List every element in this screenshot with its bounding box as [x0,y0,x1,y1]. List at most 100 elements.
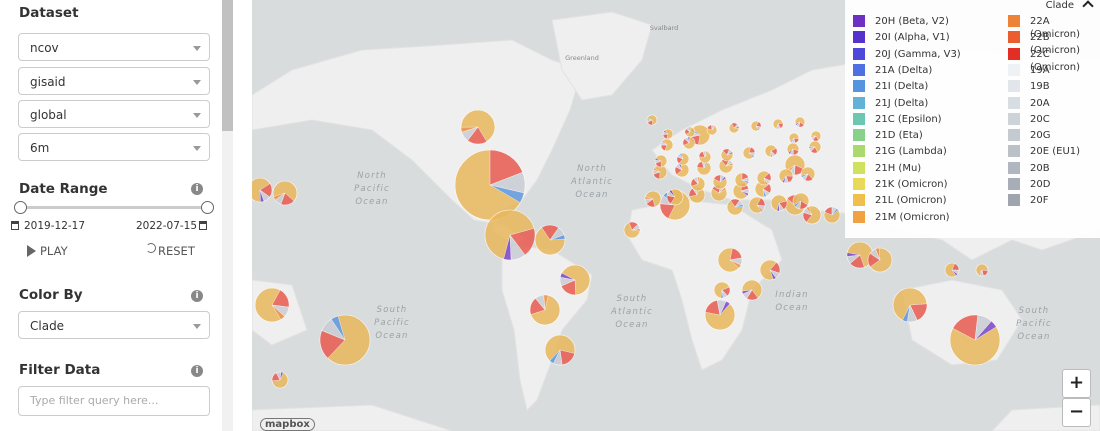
pie-marker[interactable] [484,209,536,261]
pie-marker[interactable] [770,194,788,212]
pie-marker[interactable] [741,279,763,301]
dataset-select[interactable]: gisaid [18,67,210,95]
pie-marker[interactable] [698,150,712,164]
pie-marker[interactable] [800,166,816,182]
legend-item[interactable]: 20F [1008,194,1048,207]
info-icon[interactable]: i [191,183,203,195]
pie-marker[interactable] [944,262,960,278]
pie-marker[interactable] [706,124,718,136]
legend-item[interactable]: 21M (Omicron) [853,210,950,224]
pie-marker[interactable] [529,294,561,326]
dataset-select[interactable]: global [18,100,210,128]
legend-item[interactable]: 21I (Delta) [853,80,928,93]
legend-item[interactable]: 20G [1008,129,1050,142]
pie-marker[interactable] [759,259,781,281]
pie-marker[interactable] [778,168,794,184]
pie-marker[interactable] [544,334,576,366]
legend-collapse-icon[interactable] [1082,0,1094,12]
slider-handle[interactable] [14,201,27,214]
pie-marker[interactable] [720,148,734,162]
info-icon[interactable]: i [191,365,203,377]
pie-marker[interactable] [644,190,662,208]
legend-item[interactable]: 21A (Delta) [853,63,932,77]
legend-item[interactable]: 21K (Omicron) [853,178,948,191]
pie-marker[interactable] [975,263,989,277]
pie-marker[interactable] [460,109,496,145]
pie-marker[interactable] [254,287,290,323]
legend-item[interactable]: 21L (Omicron) [853,194,947,207]
legend-item[interactable]: 20B [1008,161,1050,175]
pie-marker[interactable] [319,314,371,366]
pie-marker[interactable] [748,196,766,214]
pie-marker[interactable] [786,142,800,156]
pie-marker[interactable] [717,247,743,273]
pie-marker[interactable] [792,192,810,210]
pie-marker[interactable] [734,172,750,188]
pie-marker[interactable] [810,130,822,142]
pie-marker[interactable] [892,287,928,323]
pie-marker[interactable] [742,146,756,160]
legend-item[interactable]: 20A [1008,96,1050,110]
pie-marker[interactable] [867,247,893,273]
pie-marker[interactable] [713,281,731,299]
legend-item[interactable]: 21H (Mu) [853,161,921,175]
pie-marker[interactable] [559,264,591,296]
pie-marker[interactable] [750,120,762,132]
pie-marker[interactable] [788,132,800,144]
color-by-select[interactable]: Clade [18,311,210,339]
pie-marker[interactable] [271,371,289,389]
legend-item[interactable]: 20D [1008,178,1050,191]
dataset-select[interactable]: ncov [18,33,210,61]
slider-handle[interactable] [201,201,214,214]
pie-marker[interactable] [823,206,841,224]
pie-marker[interactable] [623,221,641,239]
pie-marker[interactable] [772,118,784,130]
legend-item[interactable]: 19B [1008,80,1050,93]
legend-item[interactable]: 20H (Beta, V2) [853,15,949,28]
scrollbar-thumb[interactable] [222,0,233,131]
pie-marker[interactable] [252,177,273,203]
legend-item[interactable]: 20I (Alpha, V1) [853,31,950,44]
pie-marker[interactable] [726,198,744,216]
legend-item[interactable]: 22A (Omicron) [1008,15,1100,41]
pie-marker[interactable] [666,188,684,206]
legend-item[interactable]: 19A [1008,63,1050,77]
pie-marker[interactable] [764,144,778,158]
pie-marker[interactable] [676,152,690,166]
pie-marker[interactable] [802,205,822,225]
zoom-out[interactable]: − [1062,398,1091,427]
legend-item[interactable]: 22B (Omicron) [1008,31,1100,57]
pie-marker[interactable] [794,116,806,128]
map-attribution[interactable]: mapbox [260,418,315,431]
pie-marker[interactable] [534,224,566,256]
dataset-select[interactable]: 6m [18,133,210,161]
legend-item[interactable]: 21D (Eta) [853,129,923,142]
zoom-in[interactable]: + [1062,369,1091,398]
pie-marker[interactable] [949,314,1001,366]
pie-marker[interactable] [728,122,740,134]
pie-marker[interactable] [712,174,728,190]
pie-marker[interactable] [682,136,696,150]
play-button[interactable]: PLAY [40,244,68,258]
pie-marker[interactable] [808,140,822,154]
pie-marker[interactable] [662,128,674,140]
reset-button[interactable]: RESET [158,244,195,258]
legend-item[interactable]: 20E (EU1) [1008,145,1080,158]
pie-marker[interactable] [454,149,526,221]
legend-item[interactable]: 21C (Epsilon) [853,112,942,126]
pie-marker[interactable] [654,154,668,168]
pie-marker[interactable] [684,126,696,138]
pie-marker[interactable] [704,299,736,331]
legend-item[interactable]: 20J (Gamma, V3) [853,47,961,61]
legend-item[interactable]: 21G (Lambda) [853,145,947,158]
legend-item[interactable]: 21J (Delta) [853,96,928,110]
info-icon[interactable]: i [191,290,203,302]
pie-marker[interactable] [756,170,772,186]
pie-marker[interactable] [674,162,690,178]
legend-title[interactable]: Clade [1045,0,1074,11]
pie-marker[interactable] [272,180,298,206]
pie-marker[interactable] [660,138,674,152]
legend-item[interactable]: 20C [1008,112,1050,126]
filter-input[interactable]: Type filter query here... [18,386,210,416]
pie-marker[interactable] [652,164,668,180]
